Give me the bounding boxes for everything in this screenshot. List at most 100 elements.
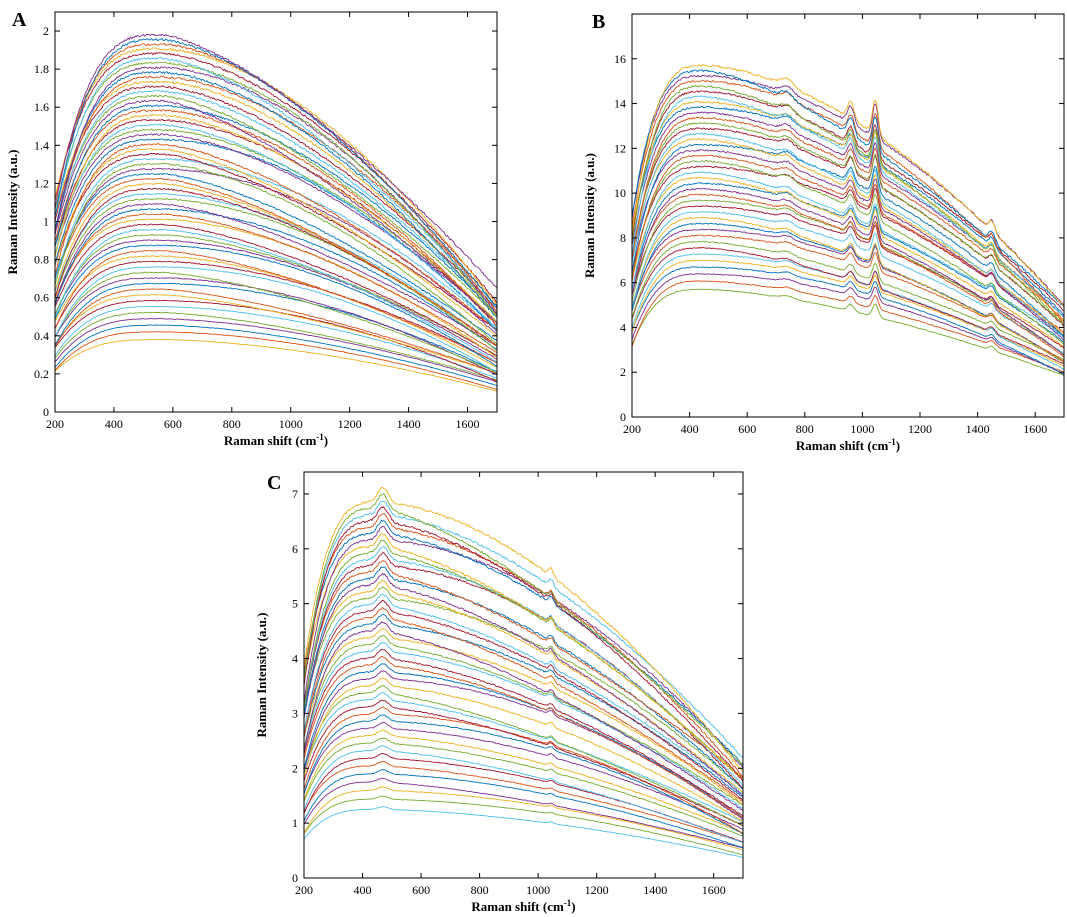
spectrum-line [55,282,497,373]
spectrum-line [304,613,743,798]
spectrum-line [55,61,497,318]
spectrum-line [304,621,743,811]
y-tick-label: 4 [620,320,626,334]
spectrum-line [55,99,497,325]
spectrum-line [632,273,1064,375]
spectrum-line [304,560,743,779]
spectrum-line [55,52,497,303]
spectrum-line [632,143,1064,338]
y-tick-label: 12 [614,141,626,155]
spectrum-line [304,566,743,790]
y-tick-label: 1 [292,816,298,830]
spectrum-line [304,493,743,766]
spectrum-line [304,729,743,834]
x-axis-title-text: Raman shift (cm [796,438,889,453]
y-tick-label: 1.4 [34,138,49,152]
spectrum-line [55,305,497,379]
spectrum-line [55,71,497,318]
spectrum-line [55,318,497,383]
panel-letter: A [12,9,27,31]
x-tick-label: 1000 [279,417,303,431]
spectrum-line [632,69,1064,308]
spectrum-line [632,74,1064,307]
spectrum-line [632,171,1064,337]
x-axis-title-end: ) [571,899,575,914]
spectrum-line [632,64,1064,308]
x-tick-label: 1400 [966,422,990,436]
spectrum-line [304,486,743,772]
spectra-group [632,64,1064,377]
x-tick-label: 200 [623,422,641,436]
spectrum-line [304,721,743,830]
spectrum-line [304,519,743,765]
spectra-group [304,486,743,858]
x-axis-title-sup: -1 [316,432,324,442]
y-tick-label: 0.8 [34,253,49,267]
y-tick-label: 0.4 [34,329,49,343]
spectrum-line [55,338,497,392]
x-tick-label: 800 [223,417,241,431]
spectrum-line [55,331,497,390]
x-tick-label: 400 [681,422,699,436]
spectrum-line [304,699,743,827]
y-tick-label: 0.6 [34,291,49,305]
spectrum-line [632,288,1064,377]
spectrum-line [632,160,1064,345]
x-tick-label: 1600 [456,417,480,431]
spectrum-line [55,213,497,353]
spectrum-line [55,47,497,307]
spectrum-line [304,663,743,818]
spectrum-line [304,572,743,797]
y-tick-label: 0 [43,405,49,419]
spectrum-line [55,173,497,342]
y-tick-label: 2 [292,761,298,775]
spectrum-line [304,606,743,803]
spectrum-line [304,506,743,782]
x-axis-title: Raman shift (cm-1) [224,432,328,448]
spectrum-line [304,795,743,856]
x-tick-label: 600 [412,883,430,897]
spectrum-line [55,113,497,323]
panel-letter: B [592,11,605,33]
plot-frame [303,471,744,879]
x-tick-label: 200 [295,883,313,897]
x-axis-title-end: ) [324,433,328,448]
spectrum-line [55,234,497,357]
spectrum-line [55,158,497,330]
y-axis-title: Raman Intensity (a.u.) [254,613,269,738]
y-tick-label: 0 [292,871,298,885]
spectrum-line [55,33,497,289]
x-axis-title-text: Raman shift (cm [471,899,564,914]
spectrum-line [55,294,497,374]
spectrum-line [55,123,497,329]
y-tick-label: 10 [614,186,626,200]
spectrum-line [632,79,1064,324]
y-tick-label: 16 [614,52,626,66]
x-axis-title-sup: -1 [888,437,896,447]
spectrum-line [55,182,497,347]
spectrum-line [304,737,743,837]
spectrum-line [55,162,497,346]
spectrum-line [55,177,497,346]
spectrum-line [632,234,1064,362]
y-tick-label: 0 [620,410,626,424]
spectrum-line [632,149,1064,340]
y-tick-label: 1 [43,215,49,229]
x-tick-label: 1200 [338,417,362,431]
panel-b: B 200 400 600 800 1000 1200 1400 1600 0 2 4 6 8 10 12 14… [582,11,1065,453]
spectrum-line [55,228,497,363]
spectrum-line [304,628,743,805]
y-tick-label: 4 [292,652,298,666]
spectrum-line [632,132,1064,339]
y-tick-label: 6 [620,276,626,290]
plot-frame [631,13,1065,418]
spectrum-line [632,240,1064,361]
y-tick-label: 14 [614,97,626,111]
spectrum-line [632,122,1064,326]
spectrum-line [304,580,743,794]
y-tick-label: 6 [292,542,298,556]
spectrum-line [55,94,497,317]
y-tick-label: 2 [43,24,49,38]
spectrum-line [304,806,743,858]
spectrum-line [632,127,1064,327]
